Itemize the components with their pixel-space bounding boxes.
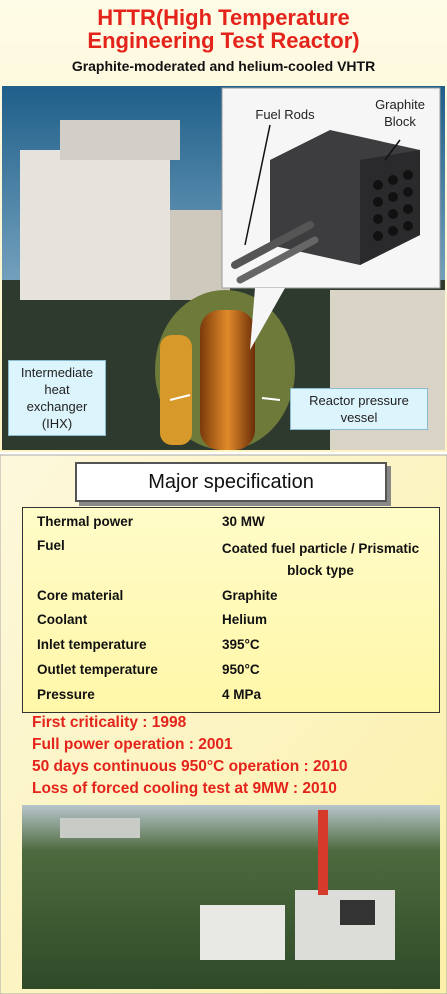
photo-stack [318,810,328,895]
spec-label: Pressure [37,687,95,702]
spec-label: Outlet temperature [37,662,158,677]
label-fuel-rods: Fuel Rods [255,107,315,122]
photo-roof [340,900,375,925]
building [170,210,230,300]
spec-label: Coolant [37,612,88,627]
label-ihx: Intermediate heat exchanger (IHX) [8,360,106,436]
spec-value: Graphite [222,588,278,603]
inset-pointer [250,288,285,350]
milestone: Full power operation : 2001 [32,736,233,753]
spec-label: Thermal power [37,514,134,529]
label-rpv: Reactor pressure vessel [290,388,428,430]
photo-building [60,818,140,838]
building [60,120,180,160]
photo-building [200,905,285,960]
spec-label: Inlet temperature [37,637,147,652]
pointer [244,124,271,246]
pointer [261,397,281,401]
spec-title: Major specification [75,462,387,502]
spec-label: Fuel [37,538,65,553]
spec-value: 30 MW [222,514,265,529]
pointer [169,394,191,401]
title-wrap: HTTR(High Temperature Engineering Test R… [0,6,447,52]
subtitle: Graphite-moderated and helium-cooled VHT… [71,58,376,74]
label-graphite-block: Graphite Block [375,97,425,129]
building [20,150,170,300]
milestone: First criticality : 1998 [32,714,187,731]
title: HTTR(High Temperature Engineering Test R… [87,5,360,53]
heat-exchanger [160,335,192,445]
pointer [384,139,401,161]
fuel-rod [236,236,319,284]
spec-value: 395°C [222,637,260,652]
fuel-rod [231,221,314,269]
reactor-vessel [200,310,255,450]
spec-value: Helium [222,612,268,627]
spec-value: Coated fuel particle / Prismatic block t… [221,541,420,578]
spec-table [22,507,440,713]
spec-value: 950°C [222,662,260,677]
milestone: Loss of forced cooling test at 9MW : 201… [32,780,337,797]
milestone: 50 days continuous 950°C operation : 201… [32,758,348,775]
spec-label: Core material [37,588,124,603]
spec-value: 4 MPa [222,687,262,702]
